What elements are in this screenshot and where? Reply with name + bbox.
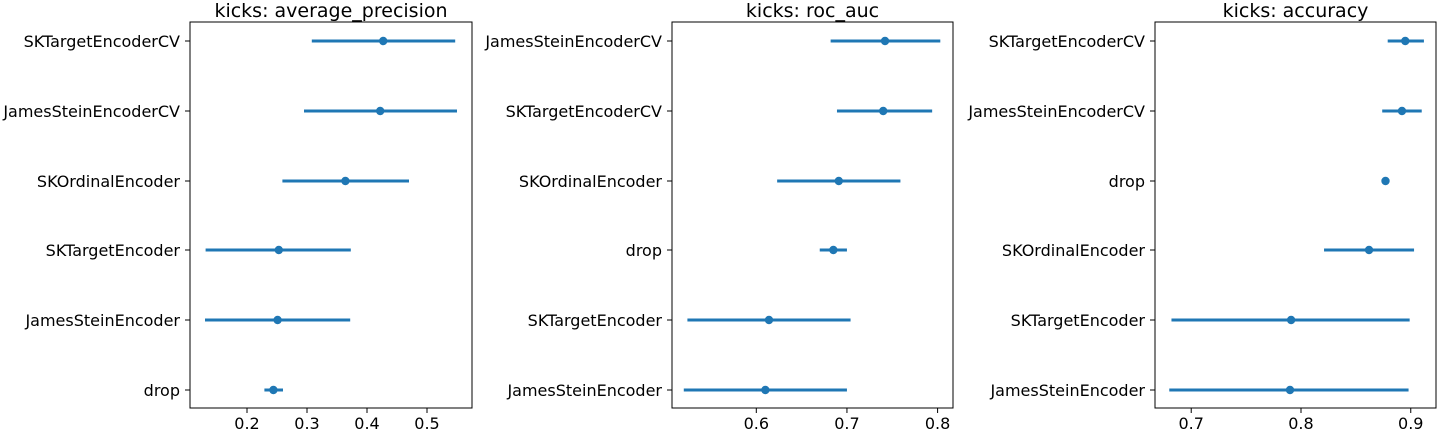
data-point: [834, 176, 843, 186]
y-tick-label: drop: [626, 241, 662, 260]
y-tick-label: SKTargetEncoderCV: [506, 102, 662, 121]
data-point: [764, 315, 774, 325]
y-tick-label: SKOrdinalEncoder: [1002, 241, 1145, 260]
data-point: [376, 106, 385, 116]
x-tick-label: 0.7: [834, 414, 859, 432]
x-tick-label: 0.5: [414, 414, 439, 432]
data-point: [274, 245, 283, 255]
chart-title: kicks: accuracy: [1223, 0, 1369, 22]
y-tick-label: JamesSteinEncoder: [989, 381, 1145, 400]
data-point: [880, 36, 890, 46]
y-tick-label: JamesSteinEncoder: [506, 381, 662, 400]
y-tick-label: SKOrdinalEncoder: [519, 172, 662, 191]
plot-frame: [1154, 21, 1437, 409]
x-tick-label: 0.9: [1398, 414, 1423, 432]
data-point: [341, 176, 350, 186]
data-point: [761, 385, 770, 395]
y-tick-label: JamesSteinEncoderCV: [484, 32, 662, 51]
data-point: [269, 385, 278, 395]
plot-frame: [189, 21, 473, 409]
x-tick-label: 0.8: [1288, 414, 1313, 432]
x-tick-label: 0.8: [925, 414, 950, 432]
data-point: [1401, 36, 1410, 46]
y-tick-label: drop: [1109, 172, 1145, 191]
x-tick-label: 0.7: [1178, 414, 1203, 432]
y-tick-label: SKOrdinalEncoder: [37, 172, 180, 191]
plot-frame: [671, 21, 954, 409]
y-tick-label: SKTargetEncoder: [1011, 311, 1146, 330]
data-point: [273, 315, 282, 325]
data-point: [829, 245, 838, 255]
y-tick-label: SKTargetEncoderCV: [989, 32, 1145, 51]
y-tick-label: SKTargetEncoderCV: [24, 32, 180, 51]
data-point: [1397, 106, 1407, 116]
data-point: [1285, 385, 1295, 395]
y-tick-label: drop: [144, 381, 180, 400]
x-tick-label: 0.6: [744, 414, 769, 432]
panel-3: kicks: accuracy 0.7 0.8 0.9 SKTargetEncoderC…: [967, 0, 1437, 432]
y-tick-label: SKTargetEncoder: [528, 311, 663, 330]
chart-title: kicks: average_precision: [214, 0, 447, 22]
x-tick-label: 0.4: [354, 414, 379, 432]
y-tick-label: JamesSteinEncoderCV: [967, 102, 1145, 121]
data-point: [1381, 176, 1390, 186]
y-tick-label: JamesSteinEncoder: [24, 311, 180, 330]
panel-2: kicks: roc_auc 0.6 0.7 0.8 JamesSteinEncoder…: [484, 0, 954, 432]
data-point: [1286, 315, 1296, 325]
data-point: [1364, 245, 1374, 255]
data-point: [879, 106, 888, 116]
chart-title: kicks: roc_auc: [746, 0, 879, 22]
panel-1: kicks: average_precision 0.2 0.3 0.4 0.5 SKTa…: [2, 0, 473, 432]
y-tick-label: JamesSteinEncoderCV: [2, 102, 180, 121]
data-point: [379, 36, 388, 46]
x-tick-label: 0.3: [294, 414, 319, 432]
y-tick-label: SKTargetEncoder: [46, 241, 181, 260]
x-tick-label: 0.2: [234, 414, 259, 432]
